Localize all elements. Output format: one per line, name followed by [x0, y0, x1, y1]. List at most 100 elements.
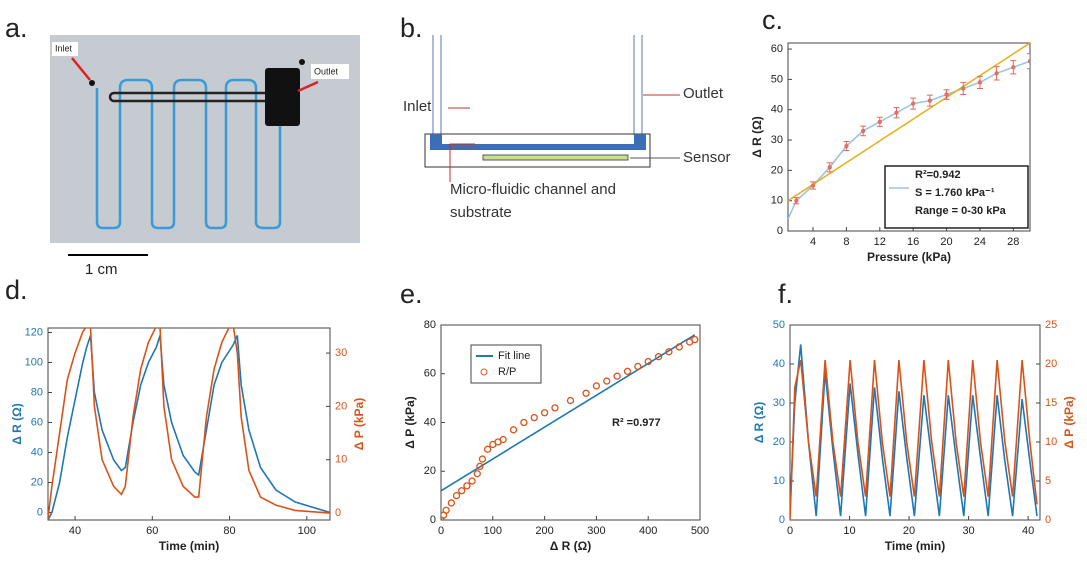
annotation: R²=0.942 [915, 169, 961, 181]
plot-frame [47, 327, 331, 521]
y2-tick-label: 0 [335, 507, 341, 519]
inlet-text: Inlet [403, 98, 432, 115]
y-tick-label: 100 [25, 356, 43, 368]
x-axis-label: Pressure (kPa) [867, 250, 951, 264]
error-bar [976, 75, 983, 89]
chamber [424, 133, 651, 168]
panel-label: a. [5, 13, 28, 43]
x-tick-label: 10 [843, 525, 855, 537]
diagram: Inlet Outlet Sensor Micro-fluidic channe… [403, 35, 731, 221]
line [788, 60, 1030, 220]
y2-tick-label: 15 [1045, 397, 1057, 409]
legend-box [470, 344, 542, 384]
chart: 0 10 20 30 40 0 10 20 30 40 50 0 5 10 15 20 25 Time (min)… [752, 319, 1076, 553]
y-tick-label: 40 [773, 358, 785, 370]
x-tick-label: 12 [874, 236, 886, 248]
legend-box [884, 165, 1029, 229]
y2-tick-label: 0 [1045, 514, 1051, 526]
y-tick-label: 60 [771, 43, 783, 55]
y2-tick-label: 10 [1045, 436, 1057, 448]
marker [468, 477, 476, 485]
error-bar [926, 94, 933, 107]
x-tick-label: 300 [587, 525, 605, 537]
panel-label: d. [5, 275, 28, 305]
marker [566, 396, 575, 405]
channel [430, 134, 646, 150]
arrow [297, 80, 319, 93]
y-tick-label: 80 [424, 319, 436, 331]
marker [1011, 65, 1016, 70]
y-axis-label: Δ R (Ω) [10, 403, 24, 445]
marker [458, 487, 466, 495]
panel-label: e. [400, 279, 423, 309]
marker [911, 101, 916, 106]
x-tick-label: 30 [962, 525, 974, 537]
series-group [788, 43, 1030, 220]
panel-label: c. [762, 5, 783, 35]
y-tick-label: 40 [31, 446, 43, 458]
marker [691, 335, 699, 344]
annotation: R² =0.977 [612, 417, 661, 429]
chart: 4 8 12 16 20 24 28 0 10 20 30 40 50 60 Pressure (kPa) Δ… [750, 42, 1031, 264]
channel-text: substrate [450, 204, 512, 221]
marker [623, 367, 632, 375]
y2-tick-label: 30 [335, 347, 347, 359]
marker [927, 98, 933, 103]
marker [582, 389, 590, 397]
legend-label: R/P [498, 366, 516, 378]
inlet-port [89, 80, 95, 86]
sensor [482, 154, 629, 161]
x-tick-label: 28 [1007, 236, 1019, 248]
y-tick-label: 30 [773, 397, 785, 409]
marker [463, 482, 471, 490]
error-bar [943, 89, 950, 100]
scale-label: 1 cm [85, 261, 118, 278]
marker [644, 357, 652, 366]
error-bar [910, 97, 917, 110]
x-tick-label: 20 [940, 236, 952, 248]
y-axis-label: Δ R (Ω) [750, 116, 764, 158]
photo: Inlet Outlet 1 cm [50, 35, 360, 278]
x-tick-label: 100 [298, 525, 316, 537]
plot-frame [787, 42, 1031, 232]
y-tick-label: 60 [424, 368, 436, 380]
marker [794, 198, 799, 203]
line [48, 328, 330, 519]
marker [530, 413, 538, 422]
error-bar [826, 162, 833, 173]
sensor-text: Sensor [683, 149, 731, 166]
marker [827, 165, 832, 170]
error-bar [860, 125, 867, 137]
marker [442, 506, 450, 514]
marker [1027, 59, 1030, 64]
y-tick-label: 20 [771, 164, 783, 176]
x-tick-label: 200 [535, 525, 553, 537]
y-tick-label: 20 [31, 476, 43, 488]
y2-tick-label: 25 [1045, 319, 1057, 331]
x-tick-label: 16 [907, 236, 919, 248]
x-tick-label: 60 [146, 525, 158, 537]
marker [476, 462, 484, 471]
marker [654, 353, 663, 361]
label-box [311, 64, 349, 79]
x-tick-label: 400 [639, 525, 657, 537]
y-tick-label: 30 [771, 134, 783, 146]
error-bar [960, 81, 967, 96]
plot-frame [789, 324, 1041, 521]
marker [665, 348, 673, 356]
annotation: Range = 0-30 kPa [915, 205, 1007, 217]
x-axis-label: Δ R (Ω) [550, 539, 592, 553]
label-box [52, 42, 78, 56]
error-bar [1027, 53, 1030, 70]
marker [961, 86, 966, 91]
y-tick-label: 0 [779, 514, 785, 526]
x-tick-label: 0 [438, 525, 444, 537]
y-tick-label: 40 [771, 104, 783, 116]
series-group [48, 328, 330, 520]
error-bar [1010, 60, 1017, 75]
y-tick-label: 0 [37, 506, 43, 518]
x-tick-label: 4 [810, 236, 816, 248]
serpentine-channel [95, 78, 282, 230]
marker [452, 491, 461, 500]
y-tick-label: 40 [424, 416, 436, 428]
